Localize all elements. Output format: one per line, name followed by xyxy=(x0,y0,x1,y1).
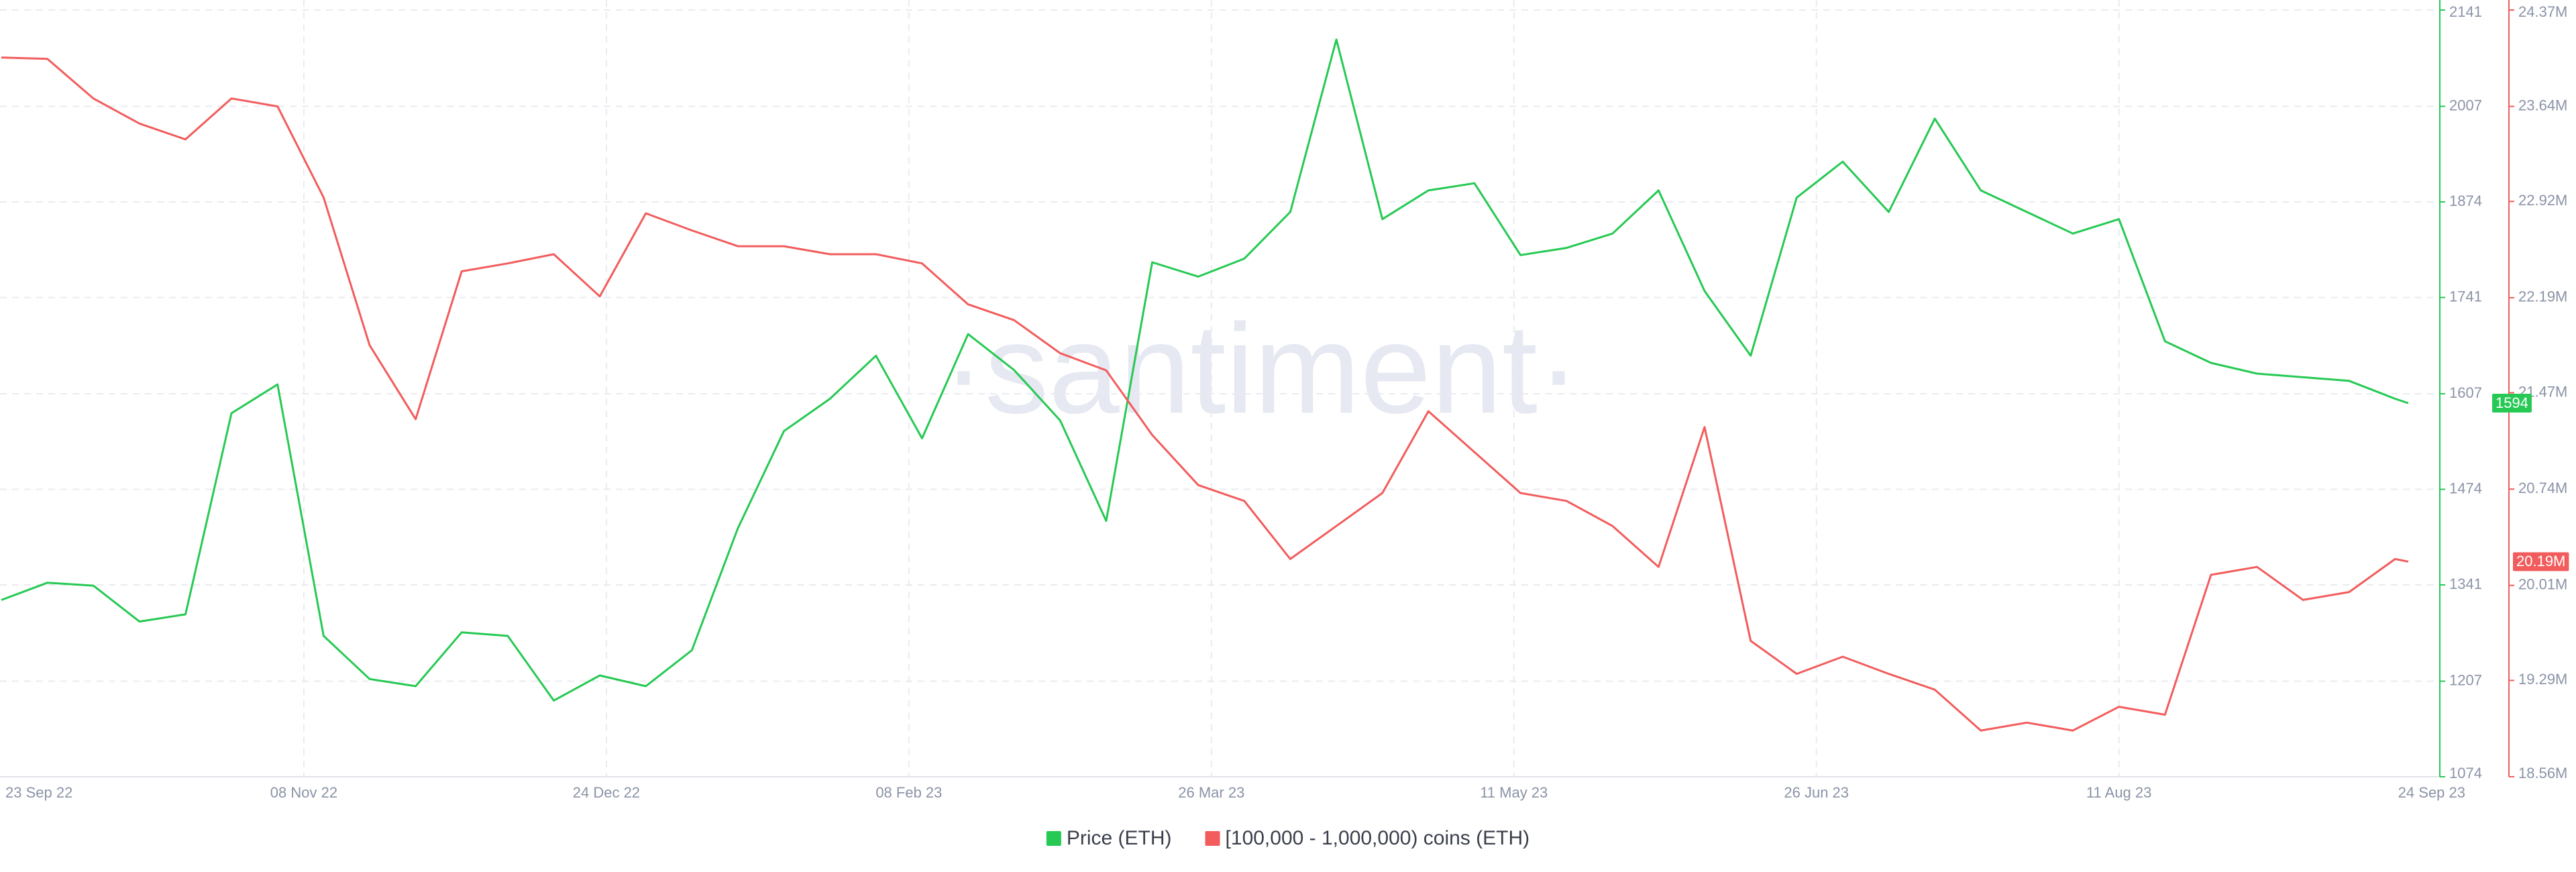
badge-bg xyxy=(2513,552,2569,571)
y-tick-label: 1607 xyxy=(2449,384,2482,401)
last-value-badge: 1594 xyxy=(2492,393,2532,413)
legend-swatch xyxy=(1205,831,1220,846)
last-value-badge: 20.19M xyxy=(2513,552,2569,571)
legend-swatch xyxy=(1046,831,1061,846)
x-tick-label: 26 Jun 23 xyxy=(1784,784,1849,801)
series-line xyxy=(1,56,2409,732)
y-tick-label: 1474 xyxy=(2449,480,2482,496)
legend-label: Price (ETH) xyxy=(1067,827,1172,849)
y2-tick-label: 19.29M xyxy=(2518,671,2567,688)
y-tick-label: 1874 xyxy=(2449,193,2482,209)
y-tick-label: 1741 xyxy=(2449,288,2482,305)
x-tick-label: 26 Mar 23 xyxy=(1178,784,1244,801)
y2-tick-label: 23.64M xyxy=(2518,97,2567,113)
x-tick-label: 11 May 23 xyxy=(1480,784,1548,801)
y2-tick-label: 22.92M xyxy=(2518,192,2567,209)
x-tick-label: 24 Dec 22 xyxy=(573,784,640,801)
y2-tick-label: 20.74M xyxy=(2518,480,2567,496)
y-tick-label: 1207 xyxy=(2449,671,2482,688)
x-tick-label: 11 Aug 23 xyxy=(2086,784,2151,801)
x-tick-label: 23 Sep 22 xyxy=(5,784,72,801)
x-tick-label: 24 Sep 23 xyxy=(2398,784,2465,801)
y-tick-label: 2141 xyxy=(2449,3,2482,20)
y-tick-label: 2007 xyxy=(2449,97,2482,113)
badge-label: 1594 xyxy=(2496,394,2528,411)
x-tick-label: 08 Feb 23 xyxy=(875,784,942,801)
series-line xyxy=(1,38,2409,702)
y-tick-label: 1341 xyxy=(2449,576,2482,592)
y2-tick-label: 18.56M xyxy=(2518,765,2567,781)
y2-tick-label: 24.37M xyxy=(2518,3,2567,20)
x-tick-label: 08 Nov 22 xyxy=(270,784,337,801)
legend-label: [100,000 - 1,000,000) coins (ETH) xyxy=(1226,827,1530,849)
y2-tick-label: 20.01M xyxy=(2518,576,2567,593)
badge-bg xyxy=(2492,393,2532,413)
watermark: ·santiment· xyxy=(943,298,1580,440)
y2-tick-label: 22.19M xyxy=(2518,288,2567,305)
legend: Price (ETH) [100,000 - 1,000,000) coins (… xyxy=(1046,827,1529,849)
y-tick-label: 1074 xyxy=(2449,765,2482,781)
badge-label: 20.19M xyxy=(2516,553,2565,569)
